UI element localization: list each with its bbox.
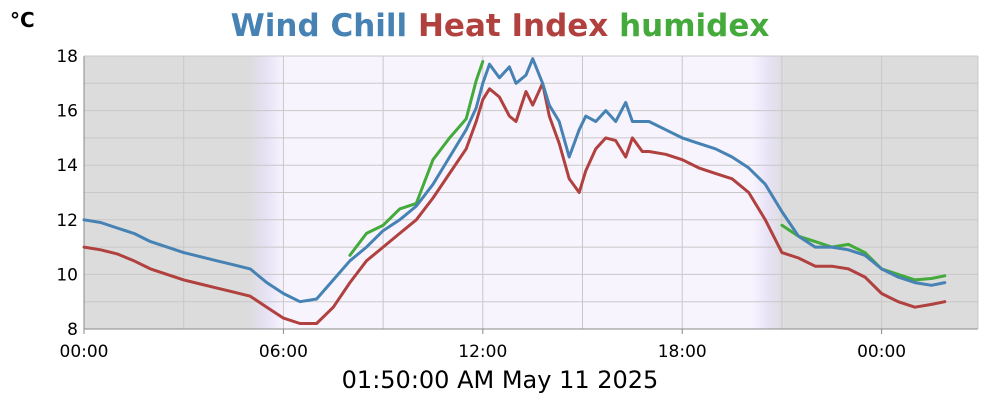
x-tick-label: 06:00 <box>259 342 308 362</box>
timestamp: 01:50:00 AM May 11 2025 <box>342 366 659 394</box>
x-tick-label: 18:00 <box>658 342 707 362</box>
grid-lines <box>84 56 978 329</box>
series-line-humidex <box>780 223 947 282</box>
y-unit-label: °C <box>10 8 35 32</box>
title-heat-index: Heat Index <box>418 8 608 44</box>
series-line-wind-chill <box>82 57 947 304</box>
title-humidex: humidex <box>619 8 769 44</box>
x-tick-labels: 00:00 06:00 12:00 18:00 00:00 <box>60 342 907 362</box>
x-tick-label: 00:00 <box>60 342 109 362</box>
y-tick-label: 18 <box>56 47 78 67</box>
y-tick-label: 10 <box>56 265 78 285</box>
title-wind-chill: Wind Chill <box>231 8 408 44</box>
y-tick-label: 14 <box>56 156 78 176</box>
chart-title: Wind Chill Heat Index humidex <box>231 8 770 44</box>
y-tick-label: 12 <box>56 211 78 231</box>
series-lines <box>82 57 947 325</box>
y-tick-label: 8 <box>67 320 78 340</box>
series-line-heat-index <box>82 81 947 325</box>
x-tick-label: 12:00 <box>458 342 507 362</box>
series-line-humidex <box>348 60 485 257</box>
y-tick-labels: 8 10 12 14 16 18 <box>56 47 78 340</box>
axes <box>83 55 979 334</box>
y-tick-label: 16 <box>56 102 78 122</box>
x-tick-label: 00:00 <box>857 342 906 362</box>
